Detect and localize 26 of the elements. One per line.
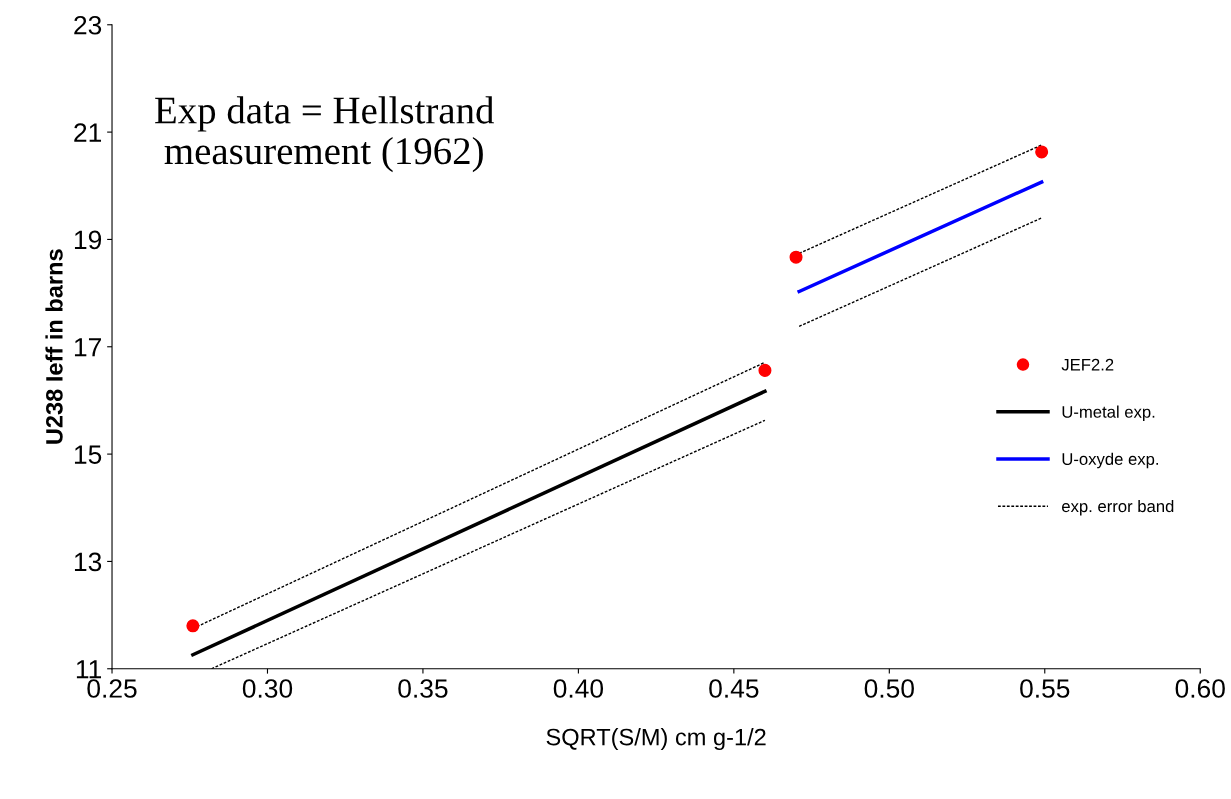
point <box>758 363 772 377</box>
y-tick-label: 17 <box>74 338 101 357</box>
y-tick-label: 19 <box>74 230 102 250</box>
legend-label: U-oxyde exp. <box>1062 452 1158 469</box>
legend-label: U-metal exp. <box>1062 405 1155 422</box>
y-tick-label: 15 <box>74 445 102 464</box>
legend-label: exp. error band <box>1062 499 1174 516</box>
y-tick-label: 21 <box>74 123 102 142</box>
y-tick-label: 11 <box>76 660 102 679</box>
x-tick-label: 0.30 <box>242 679 293 698</box>
x-tick-label: 0.50 <box>864 679 914 698</box>
x-tick-label: 0.25 <box>87 679 137 698</box>
point <box>789 250 803 264</box>
x-axis-title: SQRT(S/M) cm g-1/2 <box>546 728 766 751</box>
annotation: Exp data = Hellstrand measurement (1962) <box>155 96 494 173</box>
x-tick-label: 0.60 <box>1175 679 1225 698</box>
x-tick-label: 0.40 <box>553 679 604 698</box>
y-tick-label: 23 <box>74 15 102 35</box>
point <box>186 619 200 633</box>
legend-label: JEF2.2 <box>1061 358 1114 371</box>
x-tick-label: 0.45 <box>709 679 759 698</box>
x-tick-label: 0.55 <box>1020 679 1070 698</box>
y-axis-title: U238 Ieff in barns <box>45 249 63 444</box>
point <box>1035 145 1049 159</box>
y-tick-label: 13 <box>74 552 102 572</box>
x-tick-label: 0.35 <box>398 679 448 698</box>
